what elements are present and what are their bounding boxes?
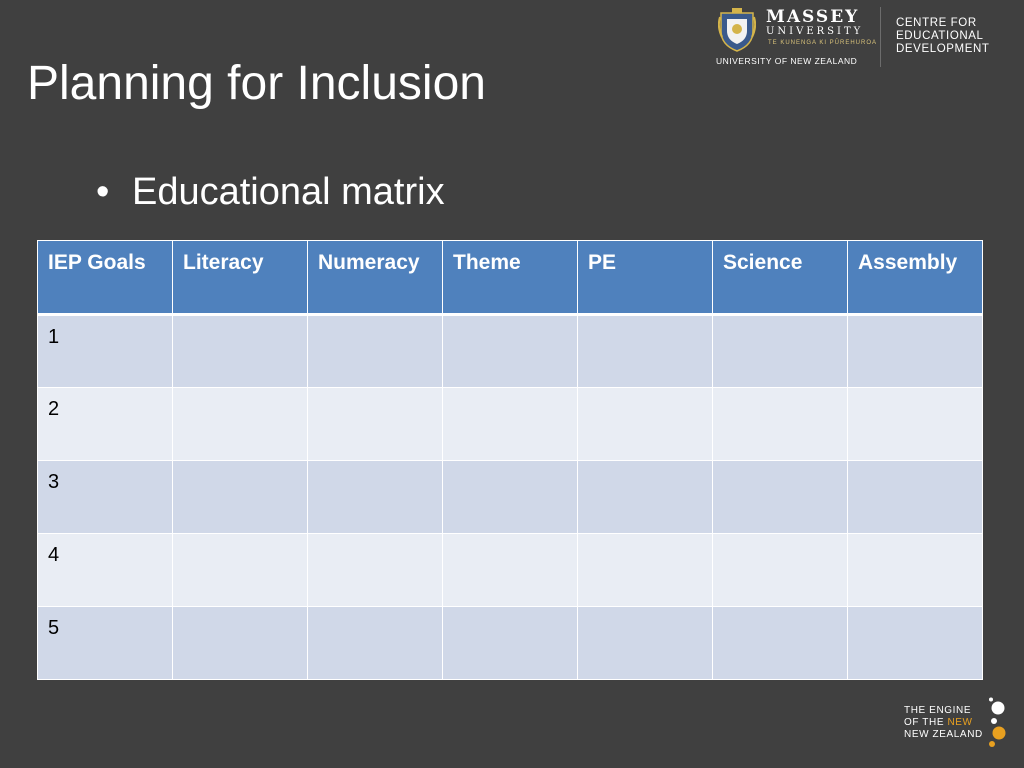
table-cell (712, 533, 848, 607)
table-header-row: IEP Goals Literacy Numeracy Theme PE Sci… (37, 240, 983, 315)
table-row: 4 (37, 533, 983, 607)
bullet-item: • Educational matrix (96, 170, 445, 214)
table-cell (577, 606, 713, 680)
engine-line-2: OF THE NEW (904, 717, 983, 729)
table-cell (442, 460, 578, 534)
table-cell (577, 314, 713, 388)
table-cell (577, 460, 713, 534)
logo-motto: TE KUNENGA KI PŪREHUROA (768, 40, 878, 46)
massey-logo: MASSEY UNIVERSITY TE KUNENGA KI PŪREHURO… (714, 5, 1004, 71)
centre-line: DEVELOPMENT (896, 43, 990, 55)
table-cell (442, 533, 578, 607)
engine-line-2-prefix: OF THE (904, 717, 948, 728)
educational-matrix-table: IEP Goals Literacy Numeracy Theme PE Sci… (37, 240, 983, 680)
slide-title: Planning for Inclusion (27, 57, 486, 110)
bullet-text: Educational matrix (132, 171, 445, 213)
table-cell (847, 314, 983, 388)
logo-country: UNIVERSITY OF NEW ZEALAND (716, 56, 858, 66)
university-crest-icon (718, 8, 756, 52)
column-header: Literacy (172, 240, 308, 315)
table-cell (712, 460, 848, 534)
table-cell (442, 606, 578, 680)
table-cell (172, 387, 308, 461)
column-header: Numeracy (307, 240, 443, 315)
table-row: 3 (37, 460, 983, 534)
table-cell: 4 (37, 533, 173, 607)
logo-name: MASSEY (766, 7, 860, 27)
dots-icon (989, 697, 1006, 747)
logo-divider (880, 7, 881, 67)
table-cell (847, 460, 983, 534)
table-cell (847, 606, 983, 680)
table-cell (577, 533, 713, 607)
engine-line-1: THE ENGINE (904, 705, 972, 716)
table-cell (847, 533, 983, 607)
centre-line: EDUCATIONAL (896, 30, 984, 42)
table-cell (172, 460, 308, 534)
table-cell (442, 387, 578, 461)
bullet-icon: • (96, 171, 110, 213)
table-cell (307, 314, 443, 388)
table-cell: 3 (37, 460, 173, 534)
table-cell: 1 (37, 314, 173, 388)
engine-new-word: NEW (947, 717, 973, 728)
table-cell (577, 387, 713, 461)
column-header: Science (712, 240, 848, 315)
table-cell (442, 314, 578, 388)
centre-name: CENTRE FOR EDUCATIONAL DEVELOPMENT (896, 17, 990, 56)
table-row: 2 (37, 387, 983, 461)
table-cell (712, 606, 848, 680)
table-row: 5 (37, 606, 983, 680)
table-cell (712, 387, 848, 461)
table-cell: 5 (37, 606, 173, 680)
centre-line: CENTRE FOR (896, 17, 977, 29)
column-header: PE (577, 240, 713, 315)
table-cell (172, 606, 308, 680)
table-cell (307, 533, 443, 607)
logo-subtitle: UNIVERSITY (766, 26, 864, 37)
table-cell (307, 606, 443, 680)
table-cell (307, 460, 443, 534)
column-header: Assembly (847, 240, 983, 315)
table-cell (307, 387, 443, 461)
engine-line-3: NEW ZEALAND (904, 729, 983, 740)
table-row: 1 (37, 314, 983, 388)
table-cell (172, 314, 308, 388)
engine-logo: THE ENGINE OF THE NEW NEW ZEALAND (904, 697, 1016, 753)
column-header: IEP Goals (37, 240, 173, 315)
column-header: Theme (442, 240, 578, 315)
table-cell (847, 387, 983, 461)
table-cell (712, 314, 848, 388)
table-cell: 2 (37, 387, 173, 461)
table-cell (172, 533, 308, 607)
engine-tagline: THE ENGINE OF THE NEW NEW ZEALAND (904, 705, 983, 741)
